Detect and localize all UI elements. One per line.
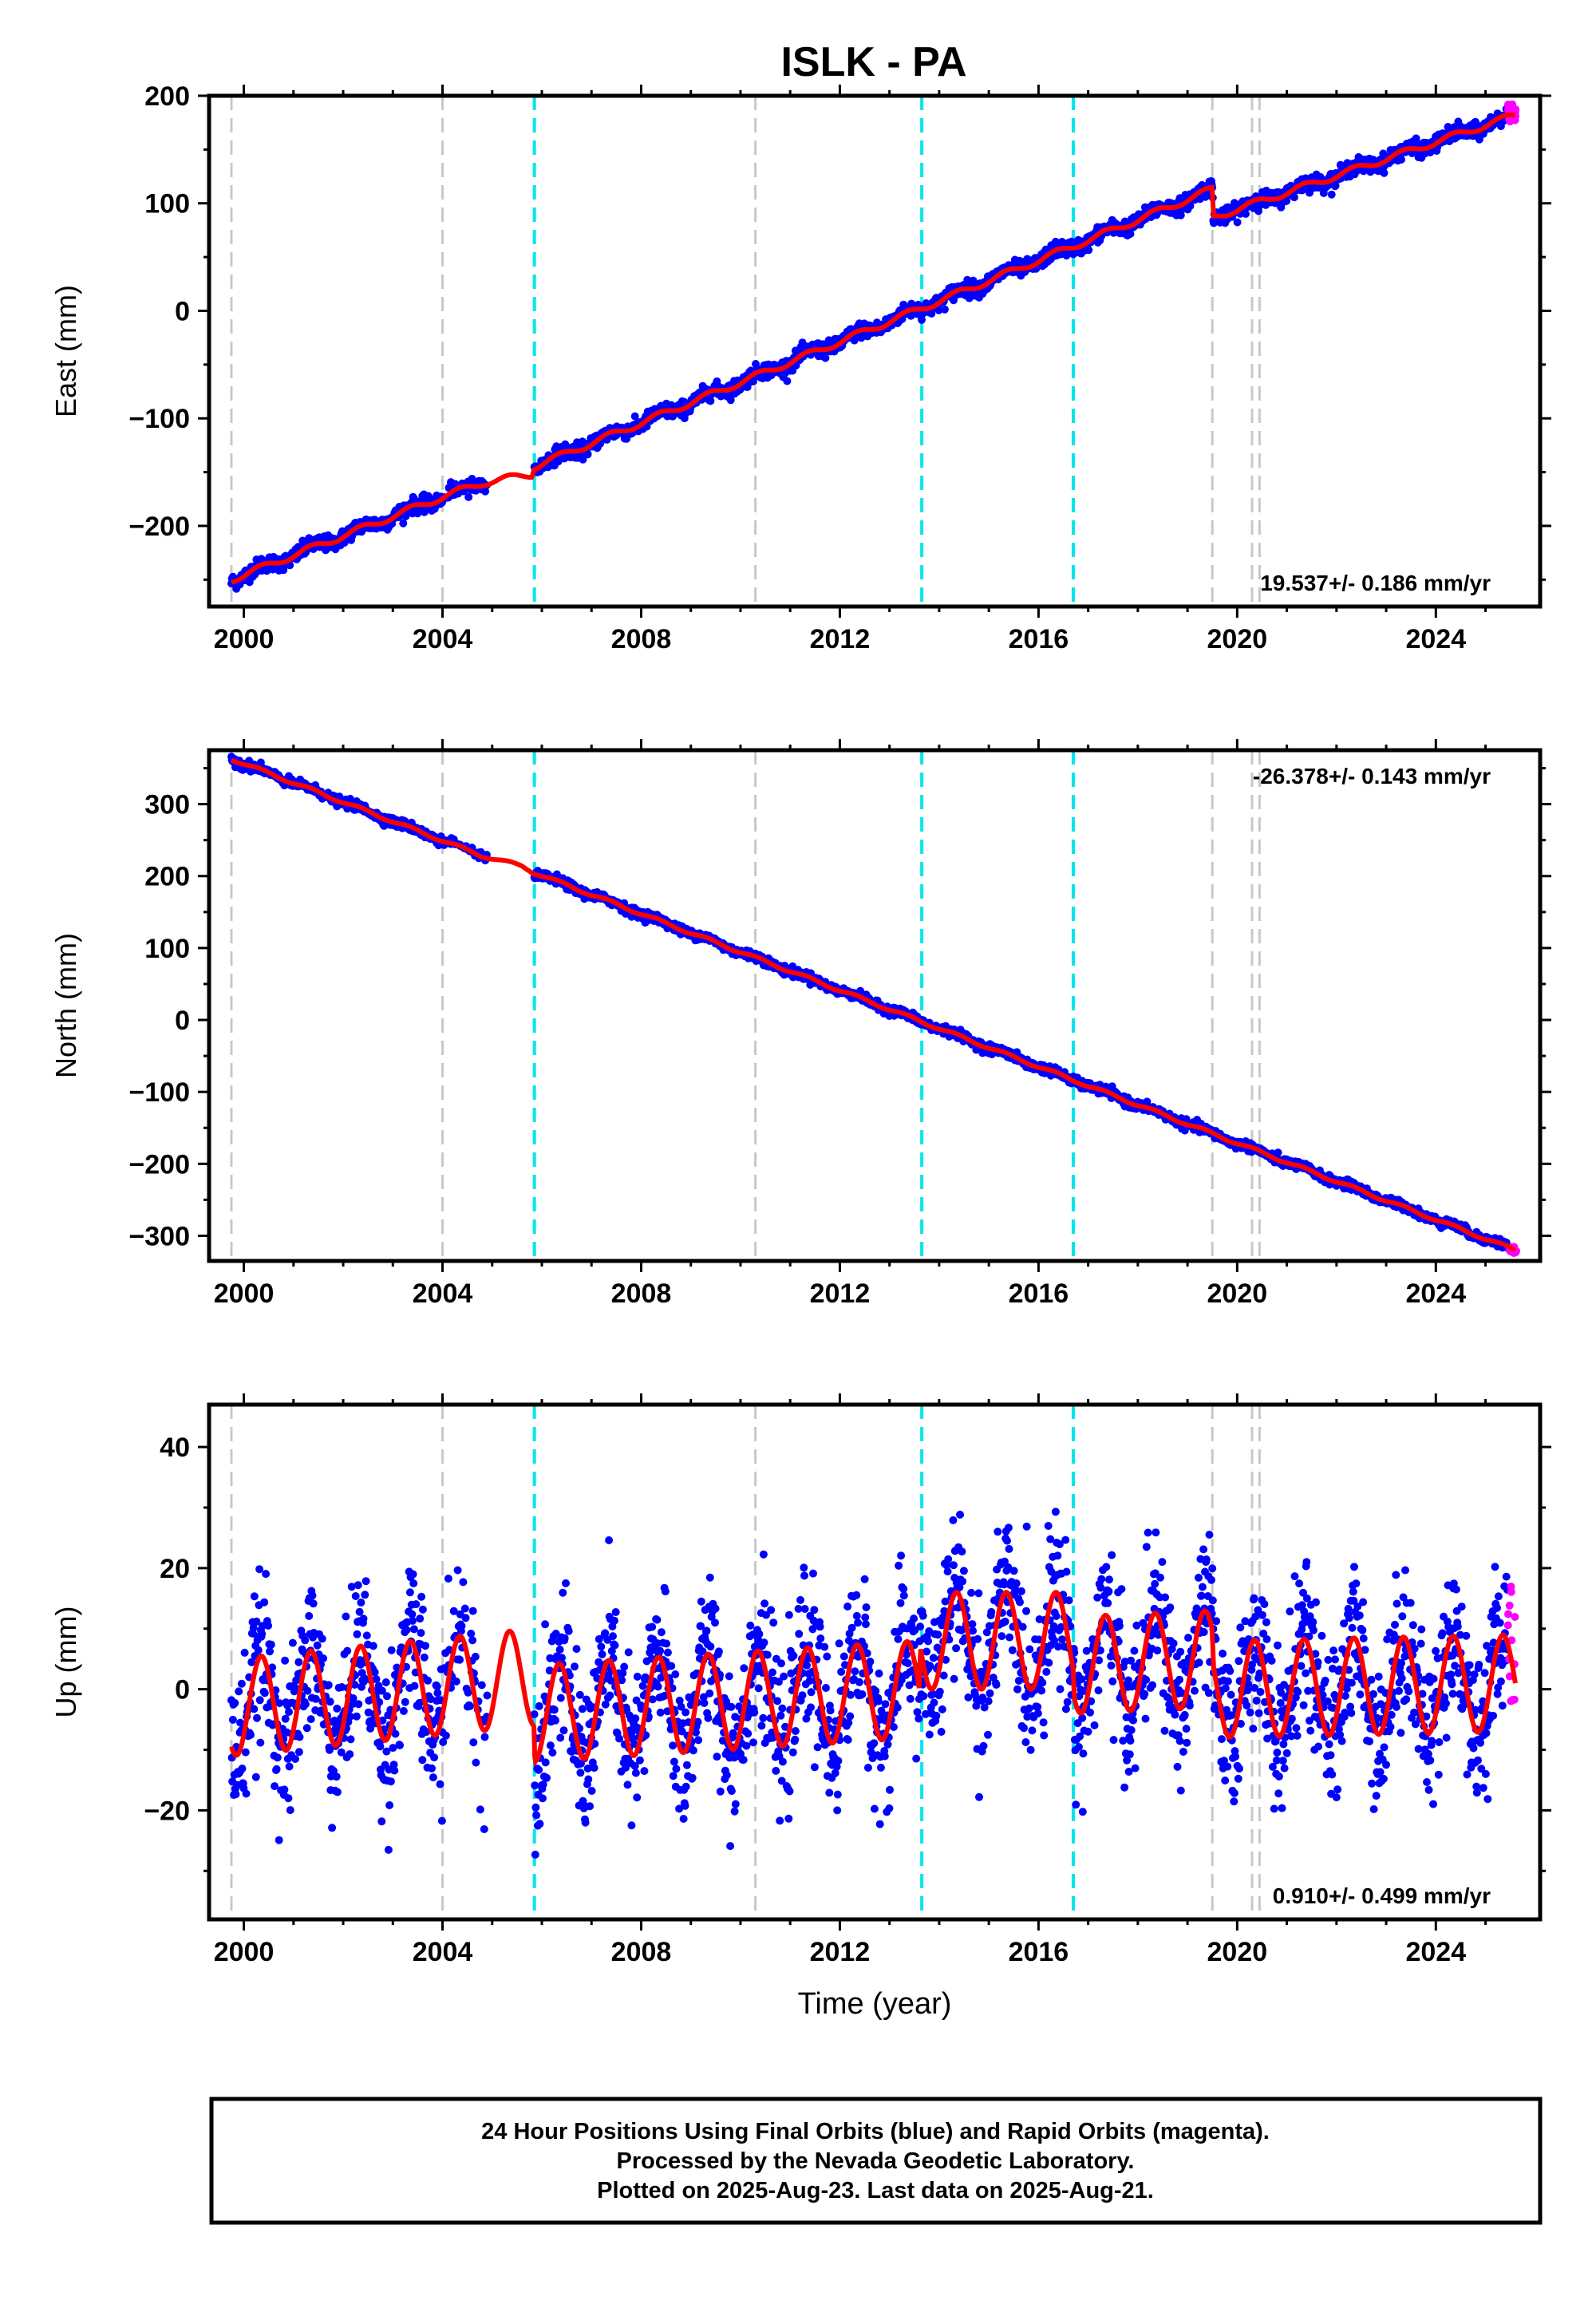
y-tick-label: 100 [144,189,190,219]
data-point [630,412,639,421]
data-point [1412,134,1420,143]
data-point [783,377,792,385]
data-point [1290,193,1298,202]
north-panel: 2000 2004 2008 2012 2016 2020 20243002001000−1… [49,739,1551,1309]
y-tick-label: 200 [144,81,190,112]
data-point [1274,1148,1282,1157]
data-point [1084,246,1093,255]
plot-frame [207,93,1543,609]
data-point [856,986,865,995]
data-point [940,305,949,314]
x-tick-label: 2024 [1405,624,1466,654]
x-tick-label: 2008 [611,624,672,654]
y-tick-label: −200 [128,512,190,542]
data-point [1186,202,1195,210]
data-point [1242,210,1250,218]
x-tick-label: 2012 [810,624,871,654]
data-point [1331,181,1340,190]
x-tick-label: 2020 [1207,624,1268,654]
data-point [481,487,490,496]
data-point [1327,190,1336,199]
model-curve [231,113,1516,585]
east-panel: 2000 2004 2008 2012 2016 2020 2024 200 100 0 −100 −… [49,81,1551,654]
rapid-point [1511,116,1519,124]
chart-title: ISLK - PA [780,39,966,85]
y-tick-label: 0 [175,296,190,326]
data-point [468,474,476,483]
data-point [850,336,859,345]
y-tick-label: −100 [128,404,190,434]
data-point [934,306,943,314]
data-point [1233,218,1242,227]
data-point [1397,156,1405,164]
data-point [821,354,830,362]
data-point [918,315,926,324]
data-point [1380,168,1389,177]
data-point [583,450,592,459]
x-tick-label: 2000 [214,624,275,654]
data-point [1126,230,1135,239]
plot-area [227,750,1520,1261]
data-point [464,492,473,501]
rate-label: 19.537+/- 0.186 mm/yr [1260,571,1491,595]
final-orbit-points [227,105,1511,593]
y-axis-label: East (mm) [49,285,82,417]
data-point [399,519,408,528]
rapid-point [1504,103,1513,112]
x-tick-label: 2004 [413,624,473,654]
data-point [706,397,715,405]
plot-area [227,96,1520,607]
x-tick-label: 2016 [1009,624,1069,654]
data-point [1475,135,1483,144]
